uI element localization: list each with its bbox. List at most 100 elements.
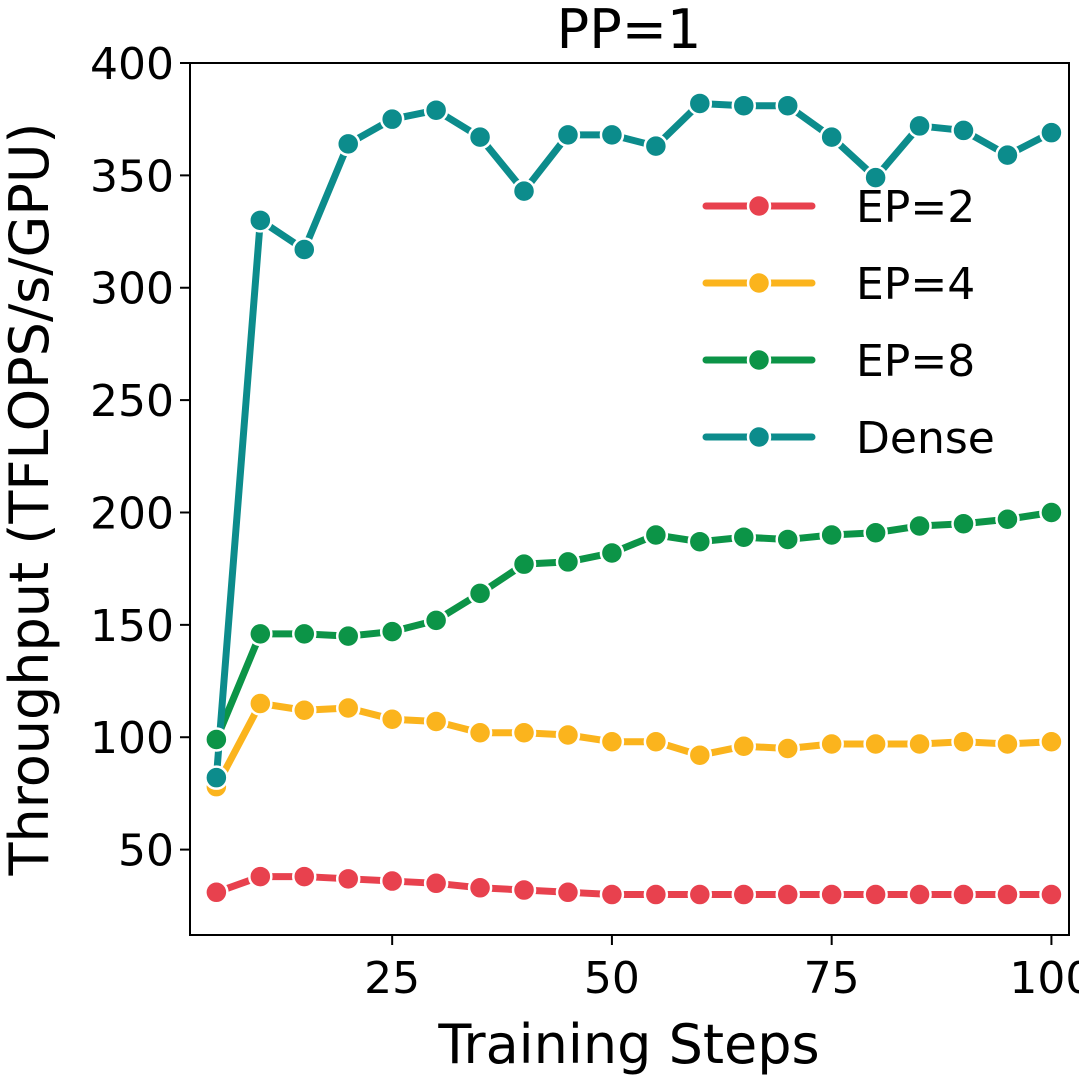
y-tick-label: 400 [90, 39, 174, 90]
data-point [555, 880, 581, 905]
data-point [995, 506, 1020, 532]
data-point [819, 731, 844, 757]
data-point [995, 731, 1020, 757]
legend-item: Dense [702, 413, 995, 464]
data-point [907, 513, 932, 539]
legend-marker [746, 347, 772, 373]
data-point [775, 527, 800, 552]
y-tick-label: 50 [118, 826, 174, 877]
data-point [775, 736, 800, 761]
data-point [204, 765, 229, 790]
data-point [511, 551, 537, 577]
data-point [204, 880, 229, 905]
data-point [819, 124, 844, 150]
data-point [555, 549, 581, 575]
data-point [335, 695, 361, 721]
data-point [423, 709, 449, 734]
data-point [248, 864, 273, 889]
data-point [423, 97, 449, 123]
data-point [511, 720, 537, 745]
data-point [1039, 882, 1064, 907]
data-point [248, 621, 273, 647]
data-point [511, 178, 537, 204]
y-tick-label: 250 [90, 376, 174, 427]
data-point [292, 237, 317, 262]
data-point [863, 882, 888, 907]
x-tick-label: 25 [364, 953, 420, 1004]
data-point [1039, 500, 1064, 525]
data-point [599, 729, 625, 754]
y-tick-label: 200 [90, 488, 174, 539]
data-point [555, 122, 581, 148]
data-point [995, 142, 1020, 168]
data-point [599, 882, 625, 907]
data-point [379, 868, 405, 894]
legend-item: EP=2 [702, 182, 975, 233]
data-point [599, 122, 625, 148]
data-point [335, 866, 361, 892]
legend: EP=2 EP=4 EP=8 Dense [702, 182, 995, 464]
data-point [467, 720, 493, 745]
data-point [379, 619, 405, 644]
data-point [819, 522, 844, 548]
y-tick-label: 350 [90, 151, 174, 202]
data-point [248, 691, 273, 716]
x-axis-label: Training Steps [437, 1013, 819, 1076]
data-point [863, 165, 888, 190]
data-point [687, 882, 713, 907]
data-point [423, 871, 449, 896]
legend-item: EP=8 [702, 336, 975, 387]
legend-item: EP=4 [702, 259, 975, 310]
legend-label: Dense [856, 413, 995, 464]
data-point [687, 91, 713, 116]
data-point [951, 882, 976, 907]
data-point [292, 698, 317, 723]
data-point [1039, 729, 1064, 754]
data-point [599, 540, 625, 566]
data-point [731, 733, 757, 759]
data-point [423, 608, 449, 633]
data-point [379, 106, 405, 132]
legend-label: EP=8 [856, 336, 975, 387]
x-tick-label: 50 [584, 953, 640, 1004]
legend-marker [746, 193, 772, 219]
data-point [467, 581, 493, 606]
series-markers [204, 91, 1064, 907]
data-point [335, 623, 361, 649]
data-point [951, 511, 976, 536]
data-point [731, 524, 757, 550]
data-point [292, 864, 317, 889]
x-axis: 25 50 75 100 [364, 935, 1079, 1004]
data-point [248, 208, 273, 233]
data-point [687, 742, 713, 768]
y-tick-label: 150 [90, 601, 174, 652]
data-point [643, 522, 669, 548]
data-point [863, 731, 888, 757]
data-point [555, 722, 581, 748]
data-point [1039, 120, 1064, 145]
data-point [907, 731, 932, 757]
y-axis-label: Throughput (TFLOPS/s/GPU) [0, 123, 61, 877]
legend-marker [746, 424, 772, 450]
data-point [379, 706, 405, 732]
x-tick-label: 75 [804, 953, 860, 1004]
y-tick-label: 300 [90, 264, 174, 315]
data-point [951, 729, 976, 754]
legend-marker [746, 270, 772, 296]
data-point [907, 882, 932, 907]
data-point [775, 93, 800, 118]
data-point [907, 113, 932, 139]
data-point [731, 93, 757, 118]
x-tick-label: 100 [1009, 953, 1079, 1004]
data-point [335, 131, 361, 157]
y-tick-label: 100 [90, 713, 174, 764]
data-point [292, 621, 317, 647]
data-point [643, 729, 669, 754]
y-axis: 50 100 150 200 250 300 350 400 [90, 39, 190, 877]
data-point [863, 520, 888, 545]
data-point [775, 882, 800, 907]
data-point [951, 118, 976, 143]
legend-label: EP=2 [856, 182, 975, 233]
chart-title: PP=1 [557, 0, 702, 61]
